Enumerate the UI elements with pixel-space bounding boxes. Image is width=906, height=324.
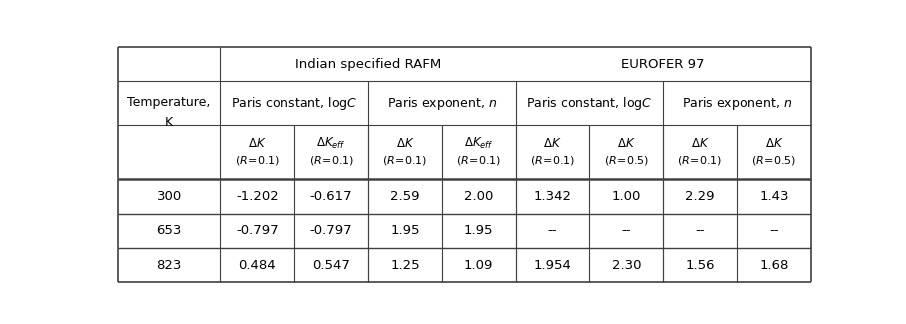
Text: $\Delta K$: $\Delta K$ xyxy=(690,137,709,150)
Text: $\Delta K$: $\Delta K$ xyxy=(544,137,562,150)
Text: $\Delta K$: $\Delta K$ xyxy=(248,137,266,150)
Text: Paris constant, log$C$: Paris constant, log$C$ xyxy=(526,95,652,112)
Text: 1.25: 1.25 xyxy=(390,259,419,272)
Text: Indian specified RAFM: Indian specified RAFM xyxy=(294,58,441,71)
Text: EUROFER 97: EUROFER 97 xyxy=(622,58,705,71)
Text: -0.797: -0.797 xyxy=(310,224,352,237)
Text: $(R\!=\!0.1)$: $(R\!=\!0.1)$ xyxy=(382,155,428,168)
Text: Paris exponent, $n$: Paris exponent, $n$ xyxy=(387,95,497,112)
Text: -1.202: -1.202 xyxy=(236,190,279,203)
Text: $(R\!=\!0.1)$: $(R\!=\!0.1)$ xyxy=(678,155,723,168)
Text: 0.484: 0.484 xyxy=(238,259,276,272)
Text: 2.30: 2.30 xyxy=(612,259,641,272)
Text: 2.00: 2.00 xyxy=(464,190,494,203)
Text: 1.00: 1.00 xyxy=(612,190,641,203)
Text: Temperature,: Temperature, xyxy=(128,97,211,110)
Text: 1.56: 1.56 xyxy=(685,259,715,272)
Text: Paris exponent, $n$: Paris exponent, $n$ xyxy=(681,95,792,112)
Text: $(R\!=\!0.1)$: $(R\!=\!0.1)$ xyxy=(456,155,501,168)
Text: --: -- xyxy=(695,224,705,237)
Text: 2.59: 2.59 xyxy=(390,190,419,203)
Text: $(R\!=\!0.1)$: $(R\!=\!0.1)$ xyxy=(235,155,280,168)
Text: 1.09: 1.09 xyxy=(464,259,494,272)
Text: 1.95: 1.95 xyxy=(464,224,494,237)
Text: $\Delta K$: $\Delta K$ xyxy=(396,137,414,150)
Text: 823: 823 xyxy=(157,259,182,272)
Text: K: K xyxy=(165,116,173,129)
Text: $(R\!=\!0.1)$: $(R\!=\!0.1)$ xyxy=(530,155,575,168)
Text: 1.43: 1.43 xyxy=(759,190,788,203)
Text: 0.547: 0.547 xyxy=(313,259,350,272)
Text: 1.342: 1.342 xyxy=(534,190,572,203)
Text: 1.68: 1.68 xyxy=(759,259,788,272)
Text: 653: 653 xyxy=(157,224,182,237)
Text: --: -- xyxy=(769,224,778,237)
Text: $(R\!=\!0.1)$: $(R\!=\!0.1)$ xyxy=(309,155,353,168)
Text: --: -- xyxy=(548,224,557,237)
Text: 300: 300 xyxy=(157,190,182,203)
Text: $(R\!=\!0.5)$: $(R\!=\!0.5)$ xyxy=(751,155,796,168)
Text: $\Delta K$: $\Delta K$ xyxy=(617,137,635,150)
Text: -0.797: -0.797 xyxy=(236,224,279,237)
Text: $\Delta K_{eff}$: $\Delta K_{eff}$ xyxy=(316,136,346,151)
Text: 2.29: 2.29 xyxy=(685,190,715,203)
Text: $\Delta K_{eff}$: $\Delta K_{eff}$ xyxy=(464,136,494,151)
Text: $\Delta K$: $\Delta K$ xyxy=(765,137,783,150)
Text: -0.617: -0.617 xyxy=(310,190,352,203)
Text: Paris constant, log$C$: Paris constant, log$C$ xyxy=(231,95,357,112)
Text: 1.954: 1.954 xyxy=(534,259,572,272)
Text: --: -- xyxy=(622,224,631,237)
Text: $(R\!=\!0.5)$: $(R\!=\!0.5)$ xyxy=(603,155,649,168)
Text: 1.95: 1.95 xyxy=(390,224,419,237)
